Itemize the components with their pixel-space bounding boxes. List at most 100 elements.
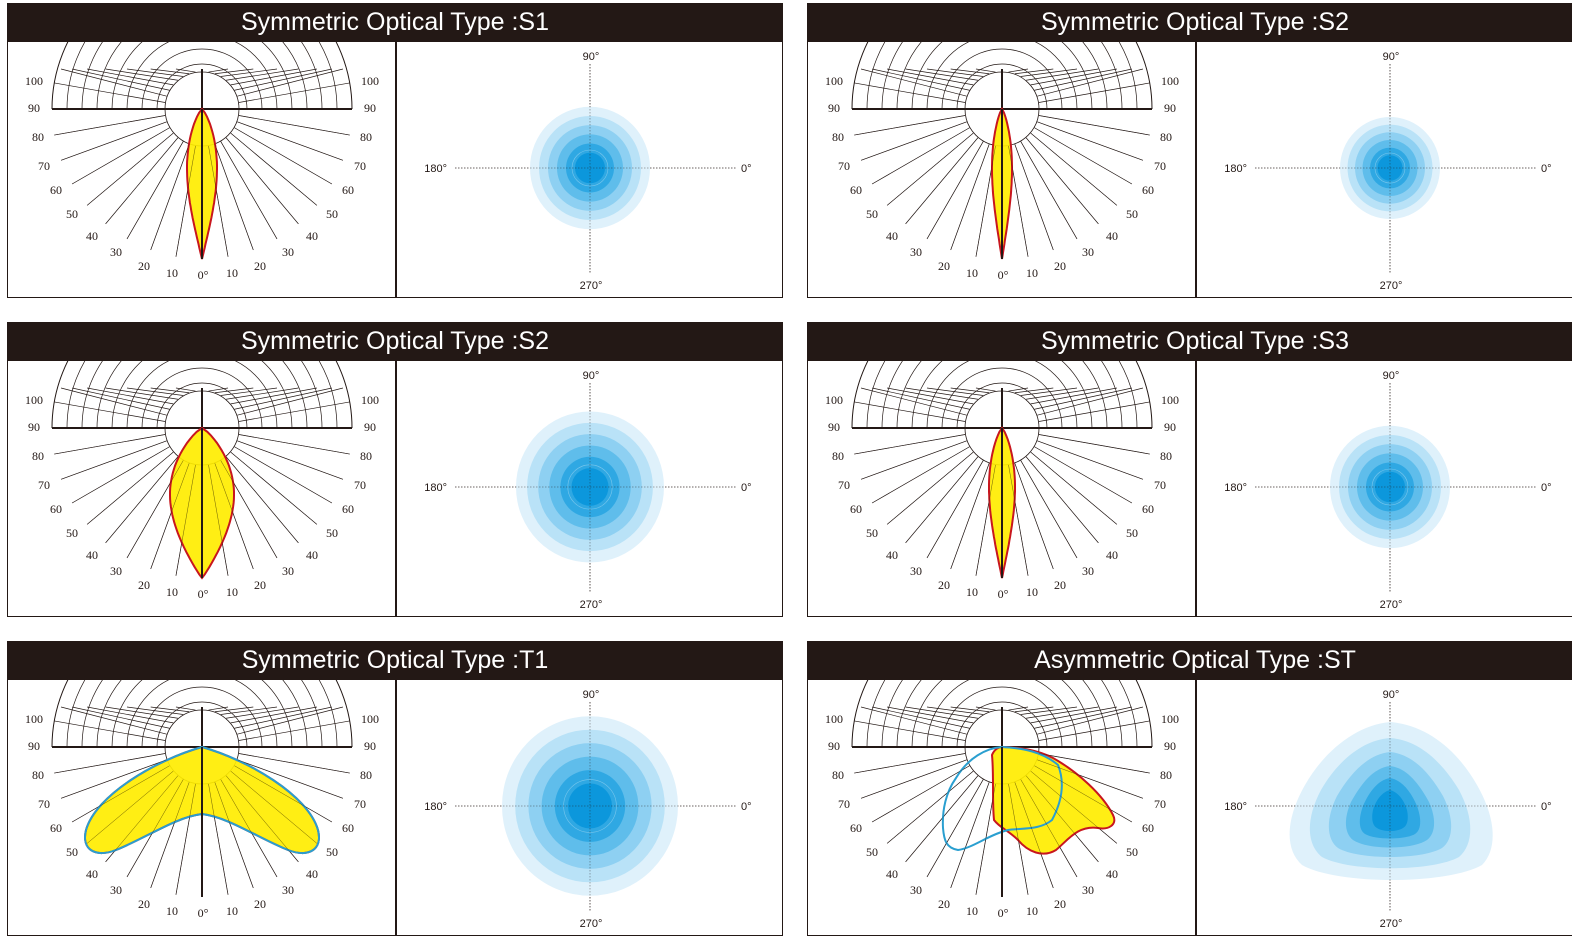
- polar-spoke-overlay: [860, 759, 967, 799]
- polar-spoke-overlay: [214, 782, 254, 889]
- polar-spoke-overlay: [950, 782, 990, 889]
- polar-upper-spoke: [126, 706, 184, 715]
- polar-upper-spoke: [1038, 401, 1150, 422]
- polar-spoke-overlay: [105, 775, 179, 863]
- isolux-label-right: 0°: [1541, 163, 1552, 175]
- polar-spoke-overlay: [225, 775, 299, 863]
- polar-ring: [941, 48, 1063, 110]
- polar-spoke-overlay: [975, 145, 996, 257]
- radial-label-right: 20: [254, 897, 266, 911]
- polar-ring: [941, 367, 1063, 429]
- polar-spoke-overlay: [1034, 446, 1133, 504]
- radial-label-right: 80: [360, 768, 372, 782]
- radial-label-left: 90: [828, 101, 840, 115]
- polar-upper-spoke: [1014, 68, 1054, 75]
- polar-upper-spoke: [208, 387, 229, 392]
- polar-ring: [926, 680, 1078, 748]
- polar-ring: [66, 680, 338, 748]
- polar-upper-spoke: [860, 387, 967, 416]
- panel-title: Symmetric Optical Type :S2: [807, 3, 1572, 41]
- polar-spoke-overlay: [1014, 463, 1054, 570]
- polar-spoke-overlay: [238, 434, 350, 455]
- polar-ring: [126, 361, 278, 429]
- isolux-contours: [1289, 722, 1493, 880]
- polar-ring: [956, 701, 1048, 748]
- polar-ring: [126, 680, 278, 748]
- polar-ring: [96, 680, 308, 748]
- polar-spoke-overlay: [175, 145, 196, 257]
- polar-upper-spoke: [1008, 706, 1029, 711]
- panel-body: 100 100 90 90 80 80 70 70 60 60 50 50 40 40 30 30 20 20 10…: [807, 360, 1572, 617]
- radial-label-left: 50: [66, 845, 78, 859]
- isolux-label-top: 90°: [583, 51, 600, 63]
- polar-spoke-overlay: [1030, 770, 1118, 844]
- polar-upper-spoke: [950, 706, 990, 713]
- polar-upper-spoke: [230, 387, 317, 405]
- radial-label-left: 70: [838, 159, 850, 173]
- optical-type-panel: Symmetric Optical Type :T1 100 100 90 90 80 80…: [7, 641, 783, 936]
- radial-label-right: 10: [1026, 904, 1038, 918]
- radial-label-left: 20: [938, 578, 950, 592]
- panel-title: Symmetric Optical Type :S2: [7, 322, 783, 360]
- polar-ring: [66, 361, 338, 429]
- radial-label-left: 10: [166, 904, 178, 918]
- polar-spoke-overlay: [1020, 141, 1078, 240]
- radial-label-left: 80: [32, 130, 44, 144]
- isolux-label-right: 0°: [1541, 801, 1552, 813]
- polar-spoke-overlay: [175, 783, 196, 895]
- polar-upper-spoke: [54, 82, 166, 103]
- polar-spoke-overlay: [220, 779, 278, 878]
- panel-divider: [1195, 361, 1197, 616]
- optical-type-panel: Symmetric Optical Type :S2 100 100 90 90 80 80…: [807, 3, 1572, 298]
- polar-ring: [156, 63, 248, 110]
- radial-label-right: 40: [306, 867, 318, 881]
- polar-upper-spoke: [150, 68, 190, 75]
- radial-label-right: 100: [361, 712, 379, 726]
- polar-ring: [111, 42, 293, 110]
- zero-angle-label: 0°: [998, 906, 1009, 920]
- polar-upper-spoke: [234, 68, 332, 91]
- polar-spoke-overlay: [71, 765, 170, 823]
- radial-label-right: 90: [1164, 739, 1176, 753]
- polar-spoke-overlay: [86, 451, 174, 525]
- polar-spoke-overlay: [1037, 759, 1144, 799]
- radial-label-left: 70: [38, 797, 50, 811]
- polar-spoke-overlay: [886, 132, 974, 206]
- isolux-label-top: 90°: [1383, 689, 1400, 701]
- radial-label-right: 10: [226, 904, 238, 918]
- polar-upper-spoke: [1030, 706, 1117, 724]
- radial-label-right: 20: [254, 578, 266, 592]
- polar-spoke-overlay: [238, 115, 350, 136]
- polar-upper-spoke: [237, 706, 344, 735]
- polar-upper-spoke: [105, 706, 178, 719]
- radial-label-left: 70: [838, 478, 850, 492]
- isolux-label-bottom: 270°: [580, 599, 603, 611]
- isolux-label-left: 180°: [424, 801, 447, 813]
- panel-divider: [395, 361, 397, 616]
- polar-upper-spoke: [854, 720, 966, 741]
- radial-label-left: 40: [886, 867, 898, 881]
- polar-ring: [866, 680, 1138, 748]
- optical-type-panel: Symmetric Optical Type :S3 100 100 90 90 80 80…: [807, 322, 1572, 617]
- radial-label-left: 100: [25, 393, 43, 407]
- polar-spoke-overlay: [926, 141, 984, 240]
- polar-spoke-overlay: [126, 779, 184, 878]
- panel-title: Symmetric Optical Type :S1: [7, 3, 783, 41]
- polar-spoke-overlay: [926, 460, 984, 559]
- radial-label-left: 80: [832, 449, 844, 463]
- polar-upper-spoke: [854, 82, 966, 103]
- polar-spoke-overlay: [886, 770, 974, 844]
- radial-label-left: 40: [86, 867, 98, 881]
- polar-spoke-overlay: [54, 115, 166, 136]
- radial-label-left: 30: [110, 245, 122, 259]
- isolux-label-left: 180°: [424, 482, 447, 494]
- radial-label-right: 100: [361, 74, 379, 88]
- radial-label-left: 20: [938, 897, 950, 911]
- radial-label-left: 20: [138, 259, 150, 273]
- polar-spoke-overlay: [86, 770, 174, 844]
- polar-spoke-overlay: [905, 137, 979, 225]
- polar-upper-spoke: [72, 387, 170, 410]
